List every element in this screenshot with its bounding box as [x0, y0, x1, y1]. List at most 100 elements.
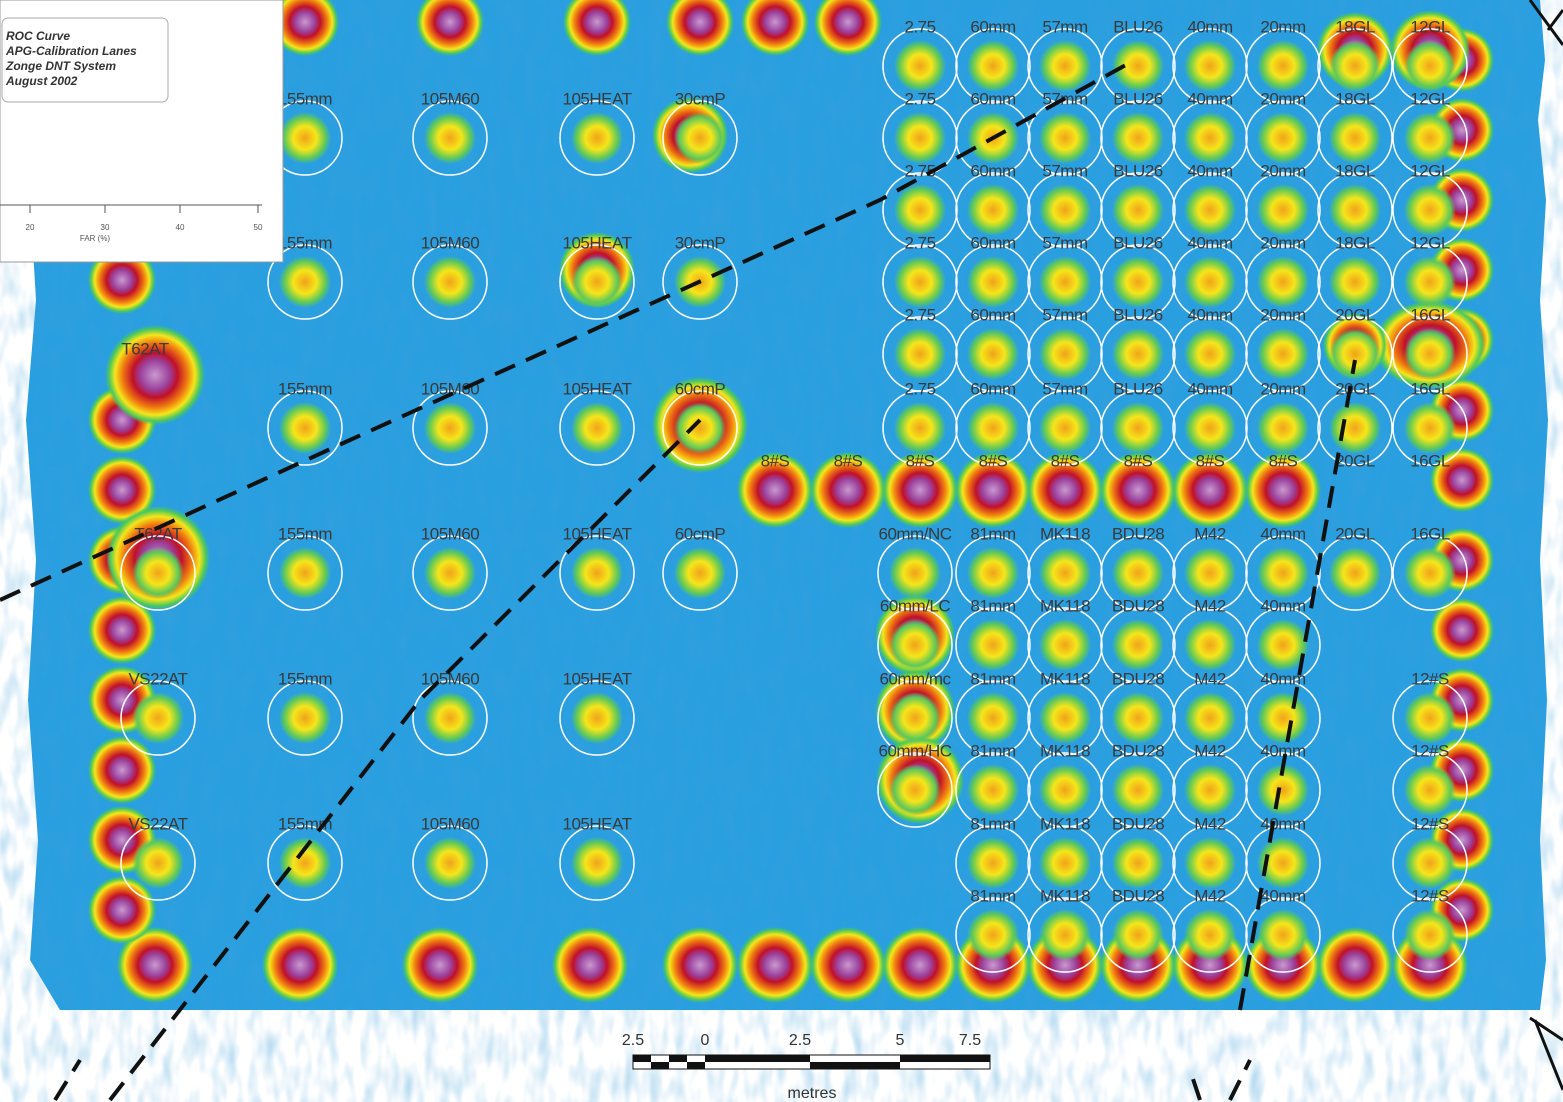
- anomaly: [1329, 256, 1381, 308]
- anomaly: [1184, 837, 1236, 889]
- target-label: 2.75: [904, 17, 935, 36]
- target-label: 60mm: [970, 233, 1016, 252]
- target-label: 60mm/LC: [880, 596, 950, 615]
- dashed-line: [1190, 1060, 1250, 1100]
- anomaly: [967, 837, 1019, 889]
- target-label: MK118: [1040, 741, 1090, 760]
- target-label: 81mm: [970, 669, 1016, 688]
- anomaly: [967, 40, 1019, 92]
- target-label: 20mm: [1260, 17, 1306, 36]
- target-label: 57mm: [1042, 305, 1088, 324]
- anomaly: [279, 692, 331, 744]
- anomaly: [132, 547, 184, 599]
- anomaly: [424, 547, 476, 599]
- target-label: 16GL: [1410, 451, 1450, 470]
- anomaly: [571, 837, 623, 889]
- target-label: 18GL: [1335, 161, 1375, 180]
- anomaly: [571, 547, 623, 599]
- anomaly: [1184, 402, 1236, 454]
- anomaly: [967, 184, 1019, 236]
- target-label: 105HEAT: [563, 89, 632, 108]
- anomaly: [1112, 692, 1164, 744]
- target-label: BDU28: [1112, 596, 1164, 615]
- anomaly: [1112, 328, 1164, 380]
- anomaly: [1317, 927, 1393, 1003]
- inset-tick-label: 40: [176, 223, 185, 232]
- target-label: 57mm: [1042, 379, 1088, 398]
- anomaly: [1257, 184, 1309, 236]
- anomaly: [1112, 547, 1164, 599]
- target-label: 2.75: [904, 233, 935, 252]
- anomaly: [1112, 40, 1164, 92]
- anomaly: [1404, 909, 1456, 961]
- anomaly: [1404, 692, 1456, 744]
- arrow: [1530, 1018, 1563, 1090]
- anomaly: [1329, 112, 1381, 164]
- anomaly: [894, 112, 946, 164]
- anomaly: [1039, 837, 1091, 889]
- anomaly: [1404, 184, 1456, 236]
- target-label: 40mm: [1187, 379, 1233, 398]
- anomaly: [571, 402, 623, 454]
- target-label: 18GL: [1335, 233, 1375, 252]
- target-label: 105HEAT: [563, 524, 632, 543]
- target-label: 20GL: [1335, 451, 1375, 470]
- target-label: 81mm: [970, 524, 1016, 543]
- anomaly: [1257, 256, 1309, 308]
- target-label: 20mm: [1260, 379, 1306, 398]
- anomaly: [967, 764, 1019, 816]
- anomaly: [88, 736, 156, 804]
- page: 2.7560mm57mmBLU2640mm20mm18GL12GL155mm10…: [0, 0, 1563, 1102]
- anomaly: [1257, 909, 1309, 961]
- target-label: 105M60: [421, 89, 479, 108]
- anomaly: [1257, 40, 1309, 92]
- anomaly: [737, 927, 813, 1003]
- target-label: 81mm: [970, 596, 1016, 615]
- target-label: 57mm: [1042, 17, 1088, 36]
- target-label: T62AT: [121, 339, 168, 358]
- anomaly: [1039, 328, 1091, 380]
- target-label: 20GL: [1335, 379, 1375, 398]
- anomaly: [1329, 402, 1381, 454]
- anomaly: [279, 112, 331, 164]
- anomaly: [674, 547, 726, 599]
- anomaly: [1257, 402, 1309, 454]
- target-label: 40mm: [1260, 524, 1306, 543]
- target-label: 12#S: [1411, 669, 1449, 688]
- anomaly: [1257, 692, 1309, 744]
- scale-unit: metres: [788, 1085, 837, 1102]
- target-label: 12#S: [1411, 741, 1449, 760]
- target-label: MK118: [1040, 886, 1090, 905]
- target-label: BLU26: [1113, 379, 1163, 398]
- target-label: 57mm: [1042, 161, 1088, 180]
- target-label: 8#S: [761, 451, 790, 470]
- inset-title-line: Zonge DNT System: [5, 59, 116, 73]
- target-label: 60cmP: [675, 524, 726, 543]
- anomaly: [889, 692, 941, 744]
- target-label: 20mm: [1260, 305, 1306, 324]
- target-label: 60mm: [970, 305, 1016, 324]
- anomaly: [571, 692, 623, 744]
- target-label: 16GL: [1410, 379, 1450, 398]
- target-label: BLU26: [1113, 89, 1163, 108]
- anomaly: [674, 402, 726, 454]
- anomaly: [967, 547, 1019, 599]
- anomaly: [1184, 692, 1236, 744]
- anomaly: [894, 328, 946, 380]
- target-label: 8#S: [834, 451, 863, 470]
- target-label: 8#S: [1051, 451, 1080, 470]
- anomaly: [882, 927, 958, 1003]
- anomaly: [424, 112, 476, 164]
- anomaly: [1184, 112, 1236, 164]
- anomaly: [424, 402, 476, 454]
- scale-tick-label: 7.5: [959, 1032, 981, 1049]
- target-label: M42: [1194, 669, 1226, 688]
- anomaly: [132, 692, 184, 744]
- target-label: 20mm: [1260, 161, 1306, 180]
- anomaly: [1329, 40, 1381, 92]
- anomaly: [424, 256, 476, 308]
- anomaly: [1112, 402, 1164, 454]
- target-label: VS22AT: [128, 669, 187, 688]
- target-label: BDU28: [1112, 814, 1164, 833]
- anomaly: [1112, 837, 1164, 889]
